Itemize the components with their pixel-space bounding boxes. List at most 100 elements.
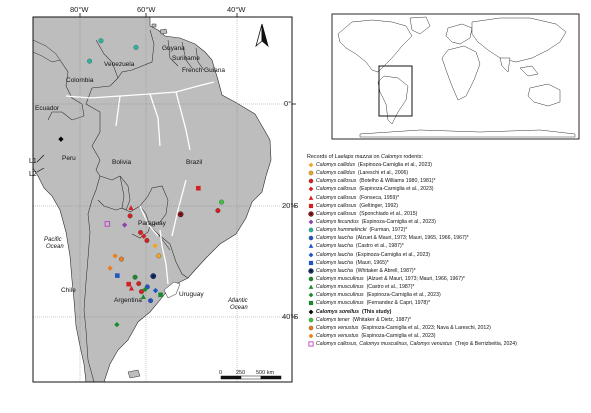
legend-source: (Trejo & Berrizbeitia, 2024) — [455, 341, 517, 348]
north-arrow-icon — [255, 23, 269, 48]
central-america — [33, 39, 61, 63]
l2-line — [36, 167, 45, 173]
record-point — [142, 286, 148, 293]
record-point — [107, 265, 113, 271]
record-point — [58, 136, 64, 142]
legend-symbol — [308, 252, 314, 258]
legend-species: Calomys tener — [316, 316, 350, 323]
map-ticks — [79, 13, 296, 318]
record-point — [87, 58, 93, 64]
legend-source: (Geltinger, 1992) — [359, 202, 399, 209]
legend-species: Calomys sorellus — [316, 308, 359, 315]
legend-title-mid: on — [372, 154, 382, 160]
record-point — [150, 273, 157, 280]
record-point — [156, 253, 162, 259]
record-point — [219, 199, 224, 205]
legend-entry: Calomys callidus (Espinoza-Carniglia et a… — [307, 161, 591, 169]
legend-species: Calomys laucha — [316, 251, 353, 258]
record-points — [58, 38, 224, 328]
legend-species: Calomys musculinus — [316, 300, 364, 307]
legend-source: (Castro et al., 1987)* — [366, 284, 415, 291]
label-pacific: Pacific — [44, 237, 62, 243]
legend-species: Calomys callosus — [316, 202, 357, 209]
caribbean-island — [159, 28, 168, 35]
legend-species: Calomys laucha — [316, 243, 353, 250]
legend-entry: Calomys venustus (Espinoza-Carniglia et a… — [307, 332, 591, 340]
label-suriname: Suriname — [172, 55, 200, 62]
scale-bar: 0 250 500 km — [219, 370, 282, 380]
legend-entry: Calomys sorellus (This study) — [307, 308, 591, 316]
legend-entry: Calomys callosus (Sponchiado et al., 2015… — [307, 210, 591, 218]
legend-symbol — [308, 170, 314, 176]
legend-source: (This study) — [361, 308, 392, 315]
legend-entry: Calomys musculinus (Castro et al., 1987)* — [307, 283, 591, 291]
legend-symbol — [308, 276, 314, 282]
legend-entry: Calomys callosus, Calomys musculinus, Ca… — [307, 340, 591, 348]
legend-symbol — [308, 162, 314, 168]
record-point — [126, 281, 132, 287]
label-bolivia: Bolivia — [112, 159, 132, 166]
south-america-landmass — [33, 17, 272, 382]
legend-source: (Alzuet & Mauri, 1973; Mauri, 1965, 1966… — [355, 235, 469, 242]
legend-species: Calomys musculinus — [316, 284, 364, 291]
legend-species: Calomys callosus — [316, 186, 357, 193]
scale-label-0: 0 — [219, 370, 222, 376]
rivers — [65, 81, 215, 285]
legend-symbol — [308, 179, 314, 184]
map-frame — [32, 16, 293, 383]
legend-source: (Alzuet & Mauri, 1973; Mauri, 1966, 1967… — [366, 276, 465, 283]
label-venezuela: Venezuela — [104, 61, 135, 68]
legend-title-suffix: rodents: — [402, 154, 424, 160]
legend-species: Calomys laucha — [316, 235, 353, 242]
legend-entry: Calomys venustus (Espinoza-Carniglia et a… — [307, 324, 591, 332]
legend-symbol — [308, 203, 314, 208]
lon-label-60w: 60°W — [137, 5, 156, 14]
legend-source: (Sponchiado et al., 2015) — [359, 210, 418, 217]
legend-source: (Espinoza-Carniglia et al., 2023; Nava &… — [361, 324, 491, 331]
legend-source: (Mauri, 1965)* — [355, 259, 389, 266]
legend-entry: Calomys laucha (Mauri, 1965)* — [307, 259, 591, 267]
legend-species: Calomys laucha — [316, 267, 353, 274]
scale-label-500: 500 km — [256, 370, 274, 376]
l1-line — [36, 154, 45, 163]
record-point — [121, 222, 128, 228]
label-l2: L2 — [29, 171, 37, 178]
legend-source: (Lareschi et al., 2006) — [357, 170, 409, 177]
record-point — [98, 38, 104, 44]
legend-species: Calomys fecundus — [316, 219, 359, 226]
lat-label-20s: 20°S — [282, 201, 298, 210]
legend-entry: Calomys callosus (Botelho & Williams 1980… — [307, 177, 591, 185]
legend-source: (Espinoza-Carniglia et al., 2023) — [355, 251, 431, 258]
record-point — [114, 322, 120, 328]
legend-symbol — [308, 195, 314, 200]
label-colombia: Colombia — [66, 77, 94, 84]
record-point — [152, 287, 159, 294]
legend-rows: Calomys callidus (Espinoza-Carniglia et a… — [307, 161, 591, 348]
legend-symbol — [308, 317, 314, 322]
legend-species: Calomys callidus — [316, 162, 355, 169]
legend-source: (Castro et al., 1987)* — [355, 243, 404, 250]
label-chile: Chile — [61, 287, 76, 294]
legend-symbol — [308, 301, 314, 306]
record-point — [115, 273, 120, 278]
inset-continents — [337, 16, 576, 138]
legend-entry: Calomys musculinus (Alzuet & Mauri, 1973;… — [307, 275, 591, 283]
record-point — [127, 213, 133, 219]
legend-entry: Calomys hummelincki (Furman, 1972)* — [307, 226, 591, 234]
world-inset-map — [331, 13, 580, 140]
legend-source: (Fernandez & Capri, 1978)* — [366, 300, 431, 307]
inset-locator-box — [378, 65, 413, 117]
falkland-islands — [127, 369, 141, 379]
legend-species: Calomys callosus, Calomys musculinus, Ca… — [316, 341, 453, 348]
legend-symbol — [308, 341, 314, 347]
legend-symbol — [308, 243, 314, 249]
legend-species: Calomys hummelincki — [316, 227, 367, 234]
legend-species: Calomys callosus — [316, 210, 357, 217]
legend-entry: Calomys musculinus (Fernandez & Capri, 19… — [307, 299, 591, 307]
legend-symbol — [308, 325, 314, 331]
legend: Records of Laelaps mazzai on Calomys rod… — [307, 153, 591, 348]
label-brazil: Brazil — [186, 159, 203, 166]
legend-species: Calomys laucha — [316, 259, 353, 266]
label-peru: Peru — [62, 155, 76, 162]
